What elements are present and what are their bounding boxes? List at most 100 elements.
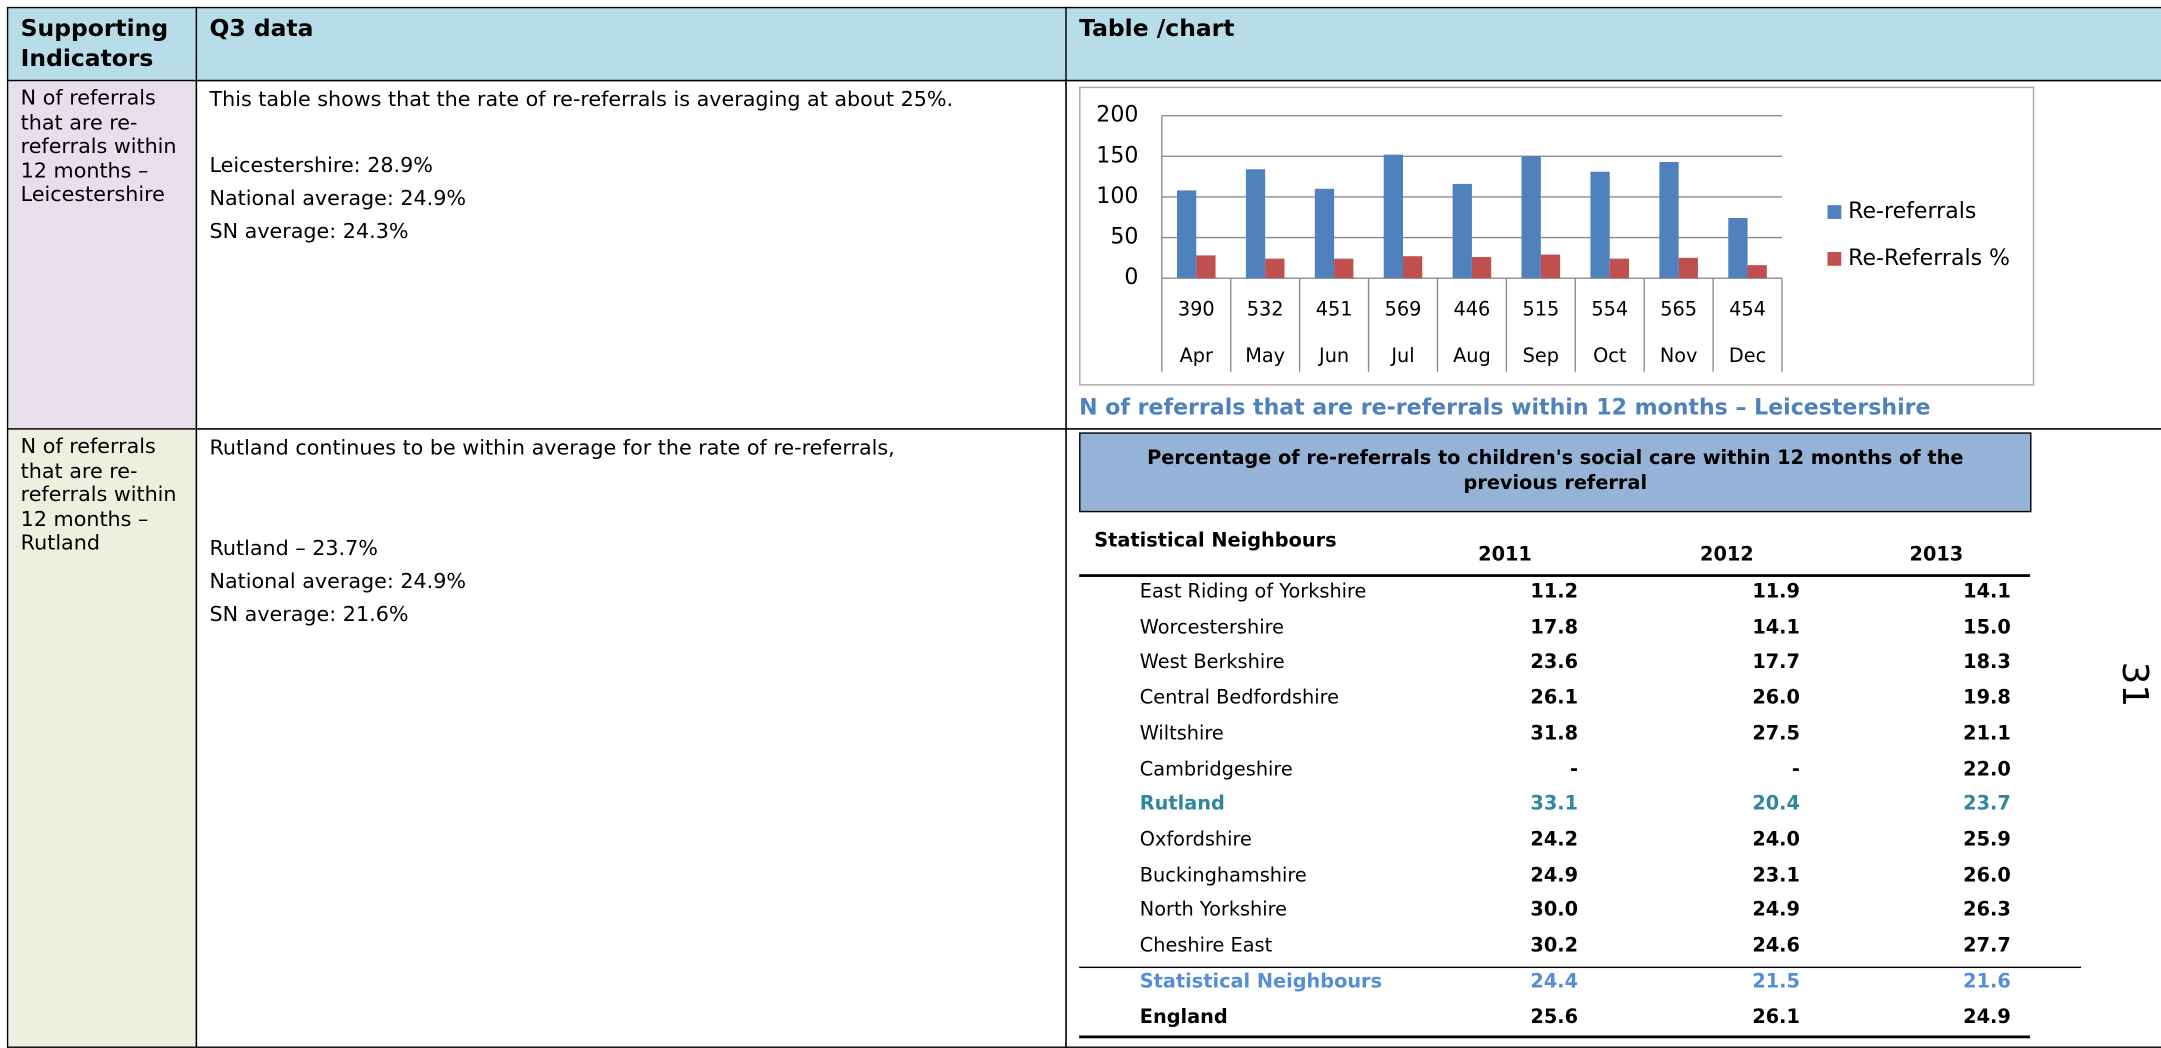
cell-value: 24.9 (1963, 1006, 2011, 1029)
y-tick-label: 150 (1096, 143, 1138, 168)
row-label: North Yorkshire (1139, 899, 1288, 922)
cell-value: 30.0 (1530, 899, 1579, 922)
data-table-value: 390 (1178, 297, 1215, 320)
bar (1659, 161, 1679, 279)
cell-value: 22.0 (1963, 758, 2011, 781)
data-table-value: 446 (1454, 297, 1491, 320)
header-cell: Supporting Indicators (6, 6, 198, 82)
data-table-value: 565 (1660, 297, 1697, 320)
row-label: Statistical Neighbours (1139, 970, 1383, 993)
column-header: 2011 (1478, 543, 1532, 566)
legend-swatch (1827, 251, 1842, 266)
row-label: West Berkshire (1139, 651, 1285, 674)
bar (1403, 256, 1423, 279)
bar (1383, 154, 1404, 279)
bar (1678, 257, 1698, 279)
column-header: 2013 (1909, 543, 1964, 566)
cell-value: 18.3 (1963, 651, 2011, 674)
cell-value: - (1570, 758, 1579, 781)
cell-value: 19.8 (1963, 687, 2011, 710)
summary: This table shows that the rate of re-ref… (209, 86, 954, 112)
cell-value: 15.0 (1963, 616, 2011, 639)
cell-value: 25.6 (1530, 1006, 1579, 1029)
bar (1471, 257, 1492, 279)
legend-label: Re-Referrals % (1848, 246, 2010, 271)
bar (1334, 258, 1354, 279)
row-label: Wiltshire (1139, 722, 1224, 745)
page-number: 31 (2113, 661, 2155, 708)
cell-value: 23.6 (1530, 651, 1579, 674)
data-table-value: 515 (1522, 297, 1559, 320)
table-title: Percentage of re-referrals to children's… (1079, 432, 2032, 513)
x-tick-label: Sep (1523, 344, 1559, 367)
y-tick-label: 200 (1096, 103, 1138, 128)
x-tick-label: Apr (1180, 344, 1213, 367)
cell-value: 26.1 (1752, 1006, 1800, 1029)
cell-value: 24.4 (1530, 970, 1579, 993)
x-tick-label: Jun (1318, 344, 1349, 367)
bar (1521, 156, 1541, 279)
chart-caption: N of referrals that are re-referrals wit… (1079, 393, 1931, 420)
cell-value: 26.0 (1752, 687, 1800, 710)
bar (1265, 258, 1285, 279)
header-cell: Table /chart (1065, 6, 2161, 82)
cell-value: 33.1 (1530, 793, 1579, 816)
cell-value: 25.9 (1963, 828, 2011, 851)
x-tick-label: May (1245, 344, 1285, 367)
bar (1728, 218, 1748, 279)
cell-value: 26.0 (1963, 864, 2011, 887)
y-tick-label: 50 (1110, 225, 1138, 250)
legend-label: Re-referrals (1848, 199, 1976, 224)
cell-value: 14.1 (1963, 581, 2011, 604)
column-header: Statistical Neighbours (1094, 530, 1337, 553)
data-table-value: 532 (1247, 297, 1284, 320)
cell-value: 21.5 (1752, 970, 1800, 993)
column-header: 2012 (1700, 543, 1754, 566)
cell-value: 23.1 (1752, 864, 1800, 887)
data-table-value: 451 (1316, 297, 1353, 320)
cell-value: 24.9 (1752, 899, 1800, 922)
bar (1314, 188, 1335, 279)
bar (1245, 169, 1266, 279)
cell-value: 20.4 (1752, 793, 1800, 816)
chart-frame (1079, 86, 2035, 386)
cell-value: 17.7 (1752, 651, 1800, 674)
row-label: East Riding of Yorkshire (1139, 581, 1367, 604)
cell-value: 21.6 (1963, 970, 2011, 993)
cell-value: 11.9 (1752, 581, 1800, 604)
bar (1590, 171, 1610, 279)
row-label: Cambridgeshire (1139, 758, 1293, 781)
cell-value: 24.9 (1530, 864, 1579, 887)
cell-value: 21.1 (1963, 722, 2011, 745)
header-cell: Q3 data (195, 6, 1067, 82)
row-label: Central Bedfordshire (1139, 687, 1339, 710)
cell-value: 24.6 (1752, 934, 1800, 958)
bar (1176, 190, 1197, 279)
cell-value: 24.0 (1752, 828, 1800, 851)
cell-value: - (1791, 758, 1800, 781)
bar (1196, 255, 1216, 279)
cell-value: 26.1 (1530, 687, 1579, 710)
cell-value: 11.2 (1530, 581, 1579, 604)
x-tick-label: Dec (1729, 344, 1766, 367)
row-label: England (1139, 1006, 1228, 1029)
row-label: Oxfordshire (1139, 828, 1252, 851)
x-tick-label: Nov (1660, 344, 1698, 367)
rule (1079, 574, 2031, 577)
stat-line: Rutland – 23.7% (209, 535, 378, 561)
cell-value: 14.1 (1752, 616, 1800, 639)
cell-value: 31.8 (1530, 722, 1579, 745)
data-table-value: 454 (1729, 297, 1766, 320)
legend-swatch (1827, 205, 1842, 219)
stat-line: National average: 24.9% (209, 185, 467, 211)
cell-value: 24.2 (1530, 828, 1579, 851)
x-tick-label: Aug (1453, 344, 1491, 367)
bar (1747, 265, 1767, 279)
stat-line: National average: 24.9% (209, 568, 467, 594)
x-tick-label: Oct (1593, 344, 1627, 367)
summary: Rutland continues to be within average f… (209, 435, 895, 460)
stat-line: Leicestershire: 28.9% (209, 152, 433, 178)
stat-line: SN average: 24.3% (209, 218, 409, 244)
